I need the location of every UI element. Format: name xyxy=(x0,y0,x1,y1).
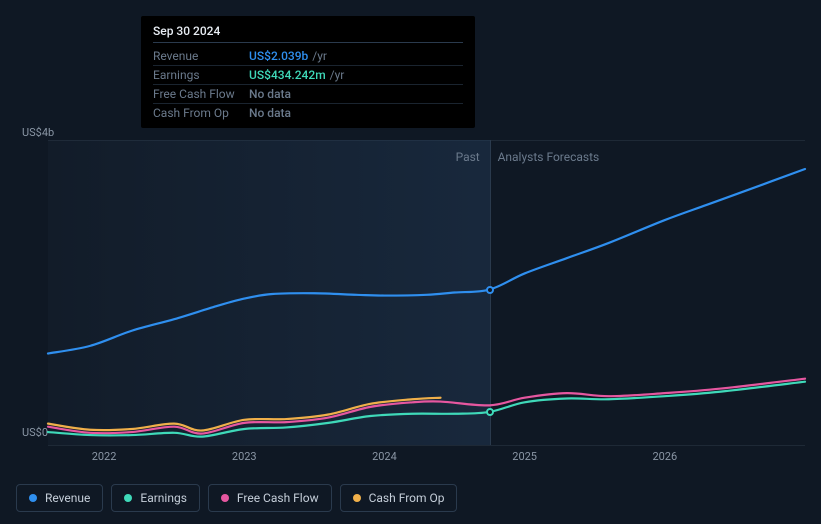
x-tick: 2024 xyxy=(372,450,397,463)
legend-label: Free Cash Flow xyxy=(237,491,319,505)
earnings-marker xyxy=(486,408,494,416)
y-axis-min-label: US$0 xyxy=(22,426,48,439)
tooltip-row-suffix: /yr xyxy=(312,49,327,63)
legend-label: Cash From Op xyxy=(369,491,445,505)
tooltip-row-suffix: /yr xyxy=(330,68,345,82)
tooltip-row-value: US$434.242m xyxy=(249,68,326,82)
tooltip: Sep 30 2024 RevenueUS$2.039b/yrEarningsU… xyxy=(141,16,475,128)
x-tick: 2025 xyxy=(512,450,537,463)
plot-area[interactable]: Past Analysts Forecasts xyxy=(48,140,805,445)
tooltip-date: Sep 30 2024 xyxy=(153,24,463,43)
tooltip-row-label: Earnings xyxy=(153,68,249,82)
tooltip-row-label: Cash From Op xyxy=(153,106,249,120)
revenue-line xyxy=(48,169,805,354)
legend-dot-icon xyxy=(353,494,361,502)
x-tick: 2023 xyxy=(232,450,257,463)
legend-label: Earnings xyxy=(140,491,187,505)
tooltip-row: RevenueUS$2.039b/yr xyxy=(153,47,463,66)
x-axis: 2022 2023 2024 2025 2026 xyxy=(48,450,805,470)
revenue-marker xyxy=(486,286,494,294)
tooltip-row: Cash From OpNo data xyxy=(153,104,463,122)
tooltip-row-value: US$2.039b xyxy=(249,49,308,63)
tooltip-row-value: No data xyxy=(249,87,291,101)
x-tick: 2026 xyxy=(652,450,677,463)
tooltip-row: Free Cash FlowNo data xyxy=(153,85,463,104)
tooltip-row-label: Free Cash Flow xyxy=(153,87,249,101)
y-axis-max-label: US$4b xyxy=(22,126,54,139)
legend-item-cfo[interactable]: Cash From Op xyxy=(340,484,458,512)
legend-dot-icon xyxy=(124,494,132,502)
legend-dot-icon xyxy=(221,494,229,502)
legend-label: Revenue xyxy=(45,491,90,505)
legend-item-fcf[interactable]: Free Cash Flow xyxy=(208,484,332,512)
legend-item-earnings[interactable]: Earnings xyxy=(111,484,200,512)
tooltip-row-label: Revenue xyxy=(153,49,249,63)
x-tick: 2022 xyxy=(92,450,117,463)
legend-dot-icon xyxy=(29,494,37,502)
legend-item-revenue[interactable]: Revenue xyxy=(16,484,103,512)
chart-lines-svg xyxy=(48,140,805,445)
tooltip-row-value: No data xyxy=(249,106,291,120)
legend: Revenue Earnings Free Cash Flow Cash From O… xyxy=(16,484,457,512)
gridline-bottom xyxy=(48,445,805,446)
tooltip-row: EarningsUS$434.242m/yr xyxy=(153,66,463,85)
